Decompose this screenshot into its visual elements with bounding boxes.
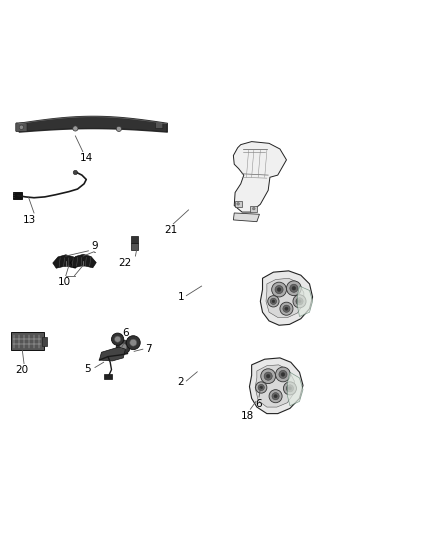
Circle shape — [120, 344, 127, 351]
Circle shape — [115, 336, 120, 342]
Text: 6: 6 — [122, 328, 129, 338]
Circle shape — [286, 385, 293, 392]
Polygon shape — [70, 254, 96, 268]
Text: 20: 20 — [16, 365, 29, 375]
FancyBboxPatch shape — [235, 201, 242, 207]
Circle shape — [116, 340, 130, 354]
Circle shape — [285, 307, 288, 310]
FancyBboxPatch shape — [42, 337, 47, 346]
Circle shape — [288, 387, 292, 390]
Circle shape — [73, 171, 78, 175]
FancyBboxPatch shape — [155, 123, 163, 128]
Polygon shape — [266, 278, 304, 318]
Polygon shape — [287, 372, 303, 406]
Circle shape — [283, 305, 290, 312]
Polygon shape — [53, 255, 79, 268]
Circle shape — [298, 300, 301, 303]
Polygon shape — [233, 213, 259, 222]
FancyBboxPatch shape — [131, 243, 138, 249]
Circle shape — [276, 367, 290, 382]
Circle shape — [261, 369, 276, 384]
Circle shape — [237, 203, 240, 205]
Circle shape — [130, 339, 137, 346]
Circle shape — [293, 295, 306, 308]
FancyBboxPatch shape — [13, 192, 22, 199]
Circle shape — [268, 296, 279, 307]
Text: 9: 9 — [92, 241, 98, 251]
Circle shape — [258, 384, 264, 391]
Circle shape — [277, 288, 281, 292]
Text: 13: 13 — [23, 215, 36, 225]
Circle shape — [112, 333, 124, 345]
Text: 14: 14 — [80, 154, 93, 163]
Circle shape — [19, 125, 24, 130]
Circle shape — [286, 281, 301, 296]
Circle shape — [116, 126, 121, 132]
Circle shape — [280, 302, 293, 315]
Polygon shape — [250, 358, 303, 414]
Circle shape — [269, 390, 282, 403]
Text: 2: 2 — [177, 377, 184, 387]
Circle shape — [296, 298, 303, 305]
Text: 7: 7 — [145, 344, 152, 354]
Polygon shape — [255, 365, 294, 407]
Polygon shape — [260, 271, 313, 325]
Circle shape — [275, 286, 283, 294]
Circle shape — [270, 298, 276, 304]
Circle shape — [283, 382, 297, 395]
Circle shape — [260, 386, 263, 389]
Polygon shape — [99, 347, 125, 361]
Circle shape — [292, 286, 296, 290]
Text: 10: 10 — [58, 277, 71, 287]
Circle shape — [272, 282, 286, 297]
Circle shape — [274, 394, 277, 398]
Circle shape — [255, 382, 267, 393]
Circle shape — [290, 284, 298, 292]
Text: 21: 21 — [165, 225, 178, 235]
Circle shape — [264, 372, 272, 380]
Circle shape — [126, 336, 140, 350]
Polygon shape — [297, 286, 313, 317]
Circle shape — [272, 393, 279, 400]
Circle shape — [281, 373, 285, 376]
Text: 6: 6 — [255, 399, 261, 409]
FancyBboxPatch shape — [131, 236, 138, 243]
Text: 18: 18 — [240, 411, 254, 421]
Circle shape — [73, 126, 78, 131]
FancyBboxPatch shape — [16, 123, 27, 132]
FancyBboxPatch shape — [251, 206, 257, 212]
Text: 22: 22 — [119, 258, 132, 268]
FancyBboxPatch shape — [11, 332, 44, 351]
Text: 1: 1 — [177, 292, 184, 302]
Polygon shape — [233, 142, 286, 212]
Circle shape — [253, 207, 255, 210]
Circle shape — [272, 300, 275, 303]
Circle shape — [266, 374, 270, 378]
FancyBboxPatch shape — [104, 374, 112, 379]
Text: 5: 5 — [84, 364, 91, 374]
Circle shape — [279, 370, 287, 378]
